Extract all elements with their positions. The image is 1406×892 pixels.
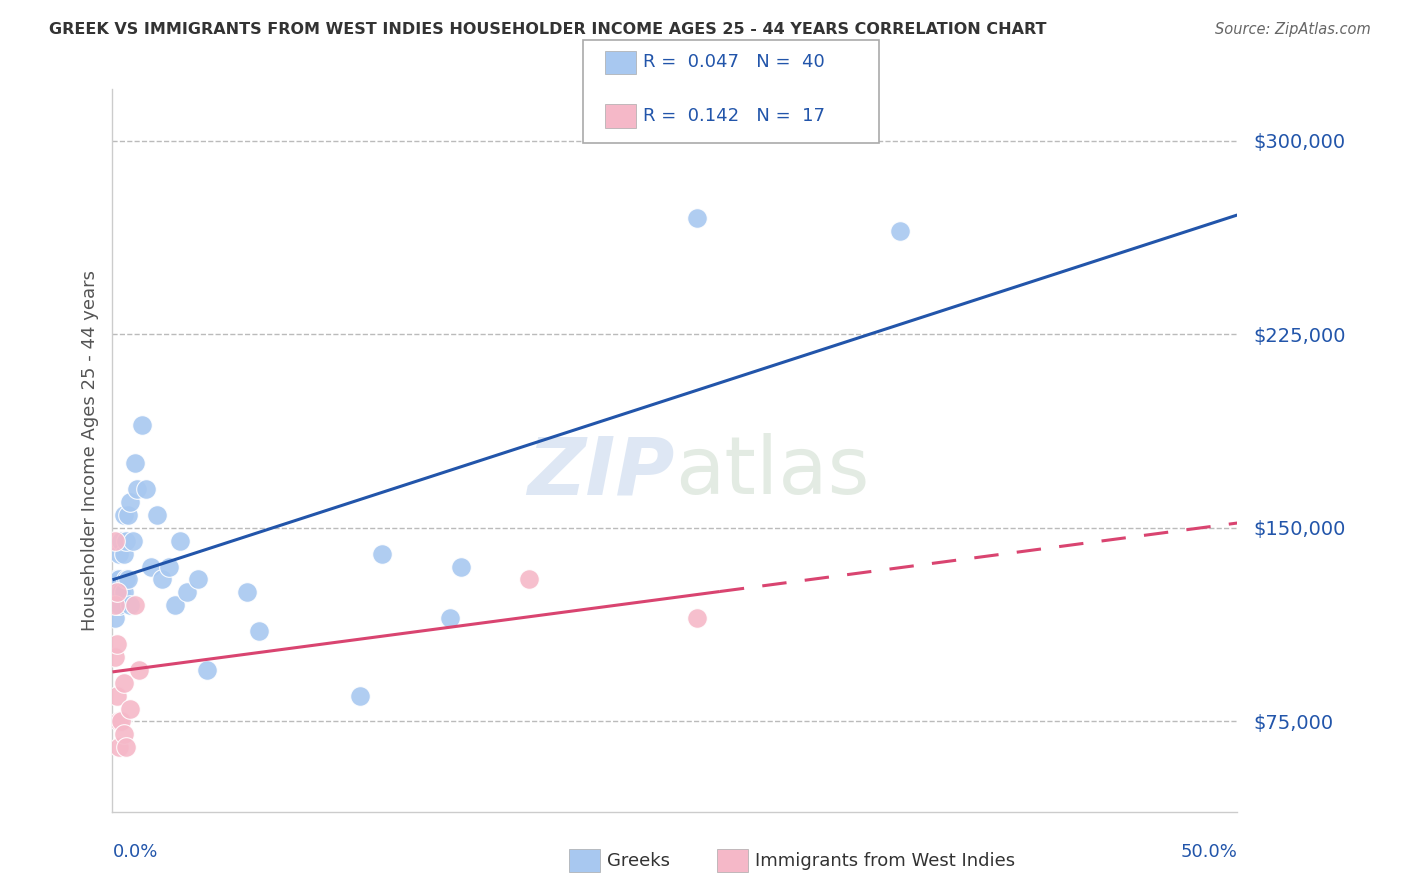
Point: [124, 599, 146, 613]
Point: [165, 599, 187, 613]
Point: [124, 456, 146, 470]
Point: [517, 573, 540, 587]
Point: [247, 624, 270, 639]
Point: [195, 663, 218, 677]
Text: 50.0%: 50.0%: [1181, 843, 1237, 861]
Point: [120, 495, 142, 509]
Point: [115, 573, 138, 587]
Point: [110, 533, 132, 548]
Point: [104, 611, 127, 625]
Point: [371, 547, 394, 561]
Point: [117, 573, 139, 587]
Point: [150, 573, 173, 587]
Point: [112, 508, 135, 522]
Text: 0.0%: 0.0%: [112, 843, 157, 861]
Point: [117, 508, 139, 522]
Point: [131, 417, 153, 432]
Point: [105, 637, 128, 651]
Text: ZIP: ZIP: [527, 434, 675, 511]
Point: [110, 585, 132, 599]
Point: [115, 533, 138, 548]
Point: [110, 714, 132, 729]
Point: [112, 585, 135, 599]
Text: atlas: atlas: [675, 434, 869, 511]
Point: [108, 740, 131, 755]
Point: [104, 585, 127, 599]
Point: [120, 701, 142, 715]
Point: [108, 547, 131, 561]
Point: [135, 482, 157, 496]
Point: [105, 573, 128, 587]
Text: R =  0.047   N =  40: R = 0.047 N = 40: [643, 54, 824, 71]
Point: [146, 508, 169, 522]
Point: [349, 689, 371, 703]
Point: [236, 585, 259, 599]
Point: [157, 559, 180, 574]
Text: Greeks: Greeks: [607, 852, 671, 870]
Text: Source: ZipAtlas.com: Source: ZipAtlas.com: [1215, 22, 1371, 37]
Text: R =  0.142   N =  17: R = 0.142 N = 17: [643, 107, 824, 125]
Point: [108, 714, 131, 729]
Point: [104, 533, 127, 548]
Point: [105, 689, 128, 703]
Point: [112, 675, 135, 690]
Point: [128, 663, 150, 677]
Point: [104, 599, 127, 613]
Point: [127, 482, 149, 496]
Point: [105, 585, 128, 599]
Text: Immigrants from West Indies: Immigrants from West Indies: [755, 852, 1015, 870]
Point: [120, 599, 142, 613]
Point: [108, 573, 131, 587]
Point: [112, 727, 135, 741]
Point: [108, 599, 131, 613]
Point: [112, 547, 135, 561]
Point: [889, 224, 911, 238]
Point: [121, 533, 143, 548]
Point: [686, 611, 709, 625]
Point: [105, 599, 128, 613]
Point: [115, 740, 138, 755]
Point: [439, 611, 461, 625]
Point: [450, 559, 472, 574]
Text: GREEK VS IMMIGRANTS FROM WEST INDIES HOUSEHOLDER INCOME AGES 25 - 44 YEARS CORRE: GREEK VS IMMIGRANTS FROM WEST INDIES HOU…: [49, 22, 1046, 37]
Point: [139, 559, 162, 574]
Point: [187, 573, 209, 587]
Point: [686, 211, 709, 226]
Y-axis label: Householder Income Ages 25 - 44 years: Householder Income Ages 25 - 44 years: [80, 270, 98, 631]
Point: [104, 649, 127, 664]
Point: [169, 533, 191, 548]
Point: [176, 585, 198, 599]
